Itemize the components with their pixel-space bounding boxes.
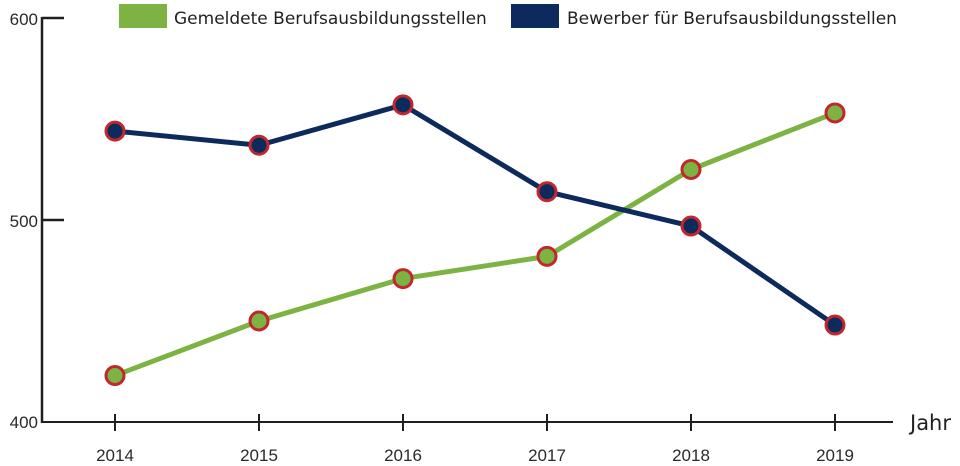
data-point-2018: [680, 159, 702, 180]
x-tick-label-2017: 2017: [528, 446, 566, 465]
series-group: [104, 94, 846, 387]
legend-swatch-gemeldete: [119, 4, 167, 28]
series-gemeldete: [104, 102, 846, 387]
data-point-2019: [824, 102, 846, 124]
x-tick-label-2019: 2019: [816, 446, 854, 465]
data-point-2015: [248, 310, 270, 332]
data-point-2016: [392, 268, 414, 290]
axes: 600 500 400 2014 2015 2016 2017 2018 2019 Jah…: [10, 10, 952, 465]
data-point-2014: [104, 120, 126, 142]
x-axis-title: Jahr: [908, 411, 951, 435]
y-tick-label-500: 500: [10, 212, 38, 231]
series-line: [114, 110, 836, 378]
y-tick-label-400: 400: [10, 413, 38, 432]
data-point-2016: [392, 94, 414, 116]
legend-item-bewerber: Bewerber für Berufsausbildungsstellen: [511, 4, 897, 29]
data-point-2014: [104, 365, 126, 387]
legend-label-gemeldete: Gemeldete Berufsausbildungsstellen: [174, 9, 487, 29]
data-point-2017: [536, 245, 558, 267]
series-line: [114, 102, 837, 328]
legend-label-bewerber: Bewerber für Berufsausbildungsstellen: [567, 9, 897, 29]
data-point-2017: [536, 181, 558, 203]
data-point-2018: [680, 215, 702, 237]
data-point-2015: [248, 134, 270, 156]
x-tick-label-2016: 2016: [384, 446, 422, 465]
y-tick-label-600: 600: [10, 10, 38, 29]
x-tick-label-2018: 2018: [672, 446, 710, 465]
data-point-2019: [824, 314, 846, 336]
legend-swatch-bewerber: [511, 4, 559, 28]
legend-item-gemeldete: Gemeldete Berufsausbildungsstellen: [119, 4, 487, 29]
x-ticks: 2014 2015 2016 2017 2018 2019: [96, 414, 854, 465]
x-tick-label-2015: 2015: [240, 446, 278, 465]
legend: Gemeldete Berufsausbildungsstellen Bewer…: [119, 4, 897, 29]
series-bewerber: [104, 94, 846, 336]
x-tick-label-2014: 2014: [96, 446, 134, 465]
